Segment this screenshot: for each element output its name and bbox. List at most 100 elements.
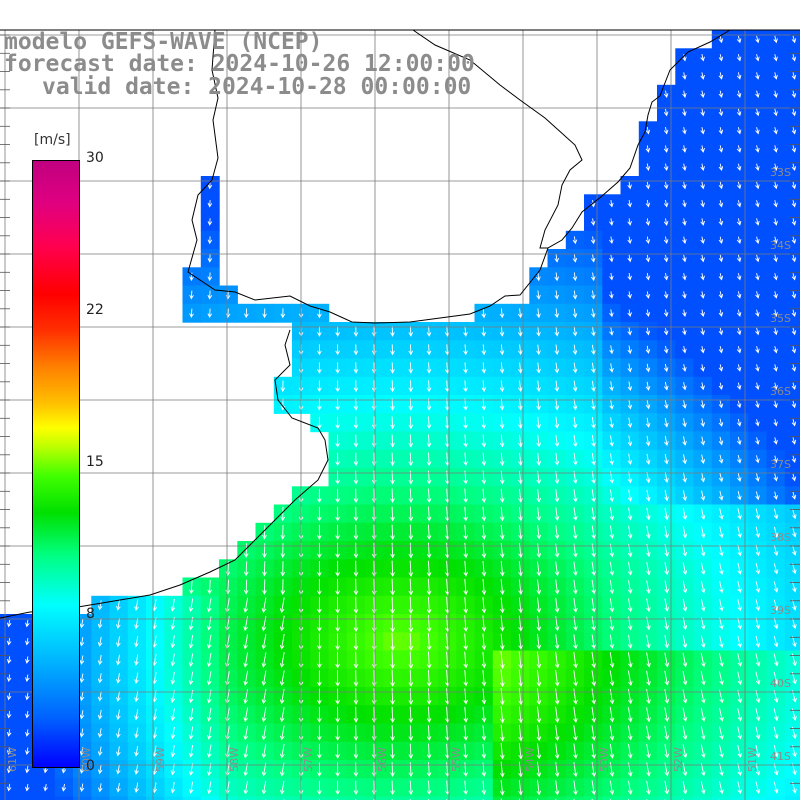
wind-arrow (773, 544, 779, 557)
wind-arrow (554, 651, 560, 669)
wind-arrow (261, 615, 267, 632)
wind-arrow (518, 416, 523, 429)
wind-arrow (426, 743, 432, 759)
wind-arrow (591, 651, 597, 669)
wind-arrow (773, 327, 778, 336)
wind-arrow (719, 744, 724, 759)
wind-cell (273, 705, 293, 725)
wind-cell (182, 796, 202, 800)
wind-arrow (755, 437, 760, 445)
wind-cell (638, 796, 658, 800)
wind-arrow (663, 127, 669, 135)
wind-arrow (645, 489, 651, 502)
wind-arrow (390, 524, 395, 541)
wind-arrow (791, 364, 797, 372)
wind-arrow (663, 181, 669, 190)
wind-arrow (408, 560, 414, 577)
wind-arrow (700, 127, 705, 135)
wind-arrow (116, 691, 121, 702)
wind-arrow (682, 635, 688, 649)
wind-arrow (518, 452, 523, 466)
wind-arrow (627, 489, 633, 502)
wind-arrow (646, 670, 651, 686)
wind-arrow (408, 578, 414, 596)
wind-arrow (243, 308, 249, 319)
wind-arrow (243, 561, 249, 577)
wind-arrow (116, 709, 121, 721)
wind-arrow (791, 72, 797, 80)
wind-cell (565, 796, 585, 800)
wind-arrow (573, 743, 578, 760)
wind-arrow (390, 706, 395, 723)
wind-arrow (243, 670, 249, 686)
wind-arrow (572, 326, 578, 337)
wind-arrow (700, 490, 706, 501)
wind-arrow (554, 326, 560, 337)
wind-arrow (353, 488, 359, 504)
wind-arrow (718, 218, 724, 226)
wind-arrow (371, 524, 377, 541)
wind-arrow (755, 254, 760, 263)
lon-label: 60W (80, 747, 93, 772)
wind-arrow (335, 725, 340, 741)
wind-arrow (573, 651, 578, 669)
wind-arrow (371, 452, 377, 467)
wind-arrow (335, 344, 340, 356)
wind-arrow (499, 344, 505, 356)
wind-arrow (627, 381, 633, 392)
wind-arrow (353, 434, 359, 448)
wind-arrow (755, 635, 761, 648)
wind-arrow (627, 254, 632, 263)
wind-arrow (573, 780, 578, 796)
wind-arrow (609, 670, 615, 687)
wind-arrow (736, 35, 742, 44)
wind-arrow (773, 671, 779, 685)
wind-arrow (591, 780, 596, 796)
wind-arrow (25, 711, 30, 719)
wind-arrow (682, 526, 688, 539)
wind-arrow (481, 308, 487, 319)
wind-arrow (207, 254, 213, 263)
wind-cell (237, 595, 257, 615)
wind-arrow (536, 507, 542, 522)
wind-arrow (554, 452, 560, 466)
wind-arrow (134, 782, 139, 793)
wind-arrow (700, 291, 705, 299)
wind-arrow (573, 616, 578, 632)
wind-arrow (243, 652, 249, 668)
wind-cell (292, 796, 311, 800)
wind-arrow (682, 90, 687, 99)
wind-arrow (134, 636, 139, 648)
wind-arrow (773, 382, 778, 391)
wind-arrow (792, 617, 797, 630)
wind-arrow (719, 562, 724, 575)
wind-arrow (353, 651, 359, 669)
wind-arrow (773, 708, 779, 722)
wind-arrow (243, 707, 249, 723)
wind-arrow (481, 398, 487, 411)
wind-arrow (463, 597, 469, 614)
wind-arrow (609, 652, 615, 669)
wind-arrow (590, 254, 596, 263)
wind-arrow (773, 254, 778, 263)
wind-arrow (736, 364, 742, 372)
wind-arrow (481, 762, 487, 777)
wind-arrow (755, 327, 760, 336)
lat-label: 39S (770, 604, 791, 617)
wind-arrow (682, 127, 687, 135)
wind-arrow (554, 725, 560, 742)
wind-arrow (188, 671, 194, 686)
wind-arrow (554, 290, 560, 300)
wind-arrow (700, 309, 705, 318)
wind-arrow (609, 725, 615, 741)
wind-cell (18, 778, 38, 798)
wind-arrow (682, 598, 688, 612)
wind-arrow (718, 127, 724, 135)
wind-arrow (481, 633, 487, 651)
wind-cell (237, 796, 257, 800)
wind-arrow (682, 726, 688, 741)
lat-label: 35S (770, 312, 791, 325)
wind-arrow (700, 400, 705, 409)
wind-arrow (663, 236, 669, 245)
wind-arrow (755, 581, 761, 593)
